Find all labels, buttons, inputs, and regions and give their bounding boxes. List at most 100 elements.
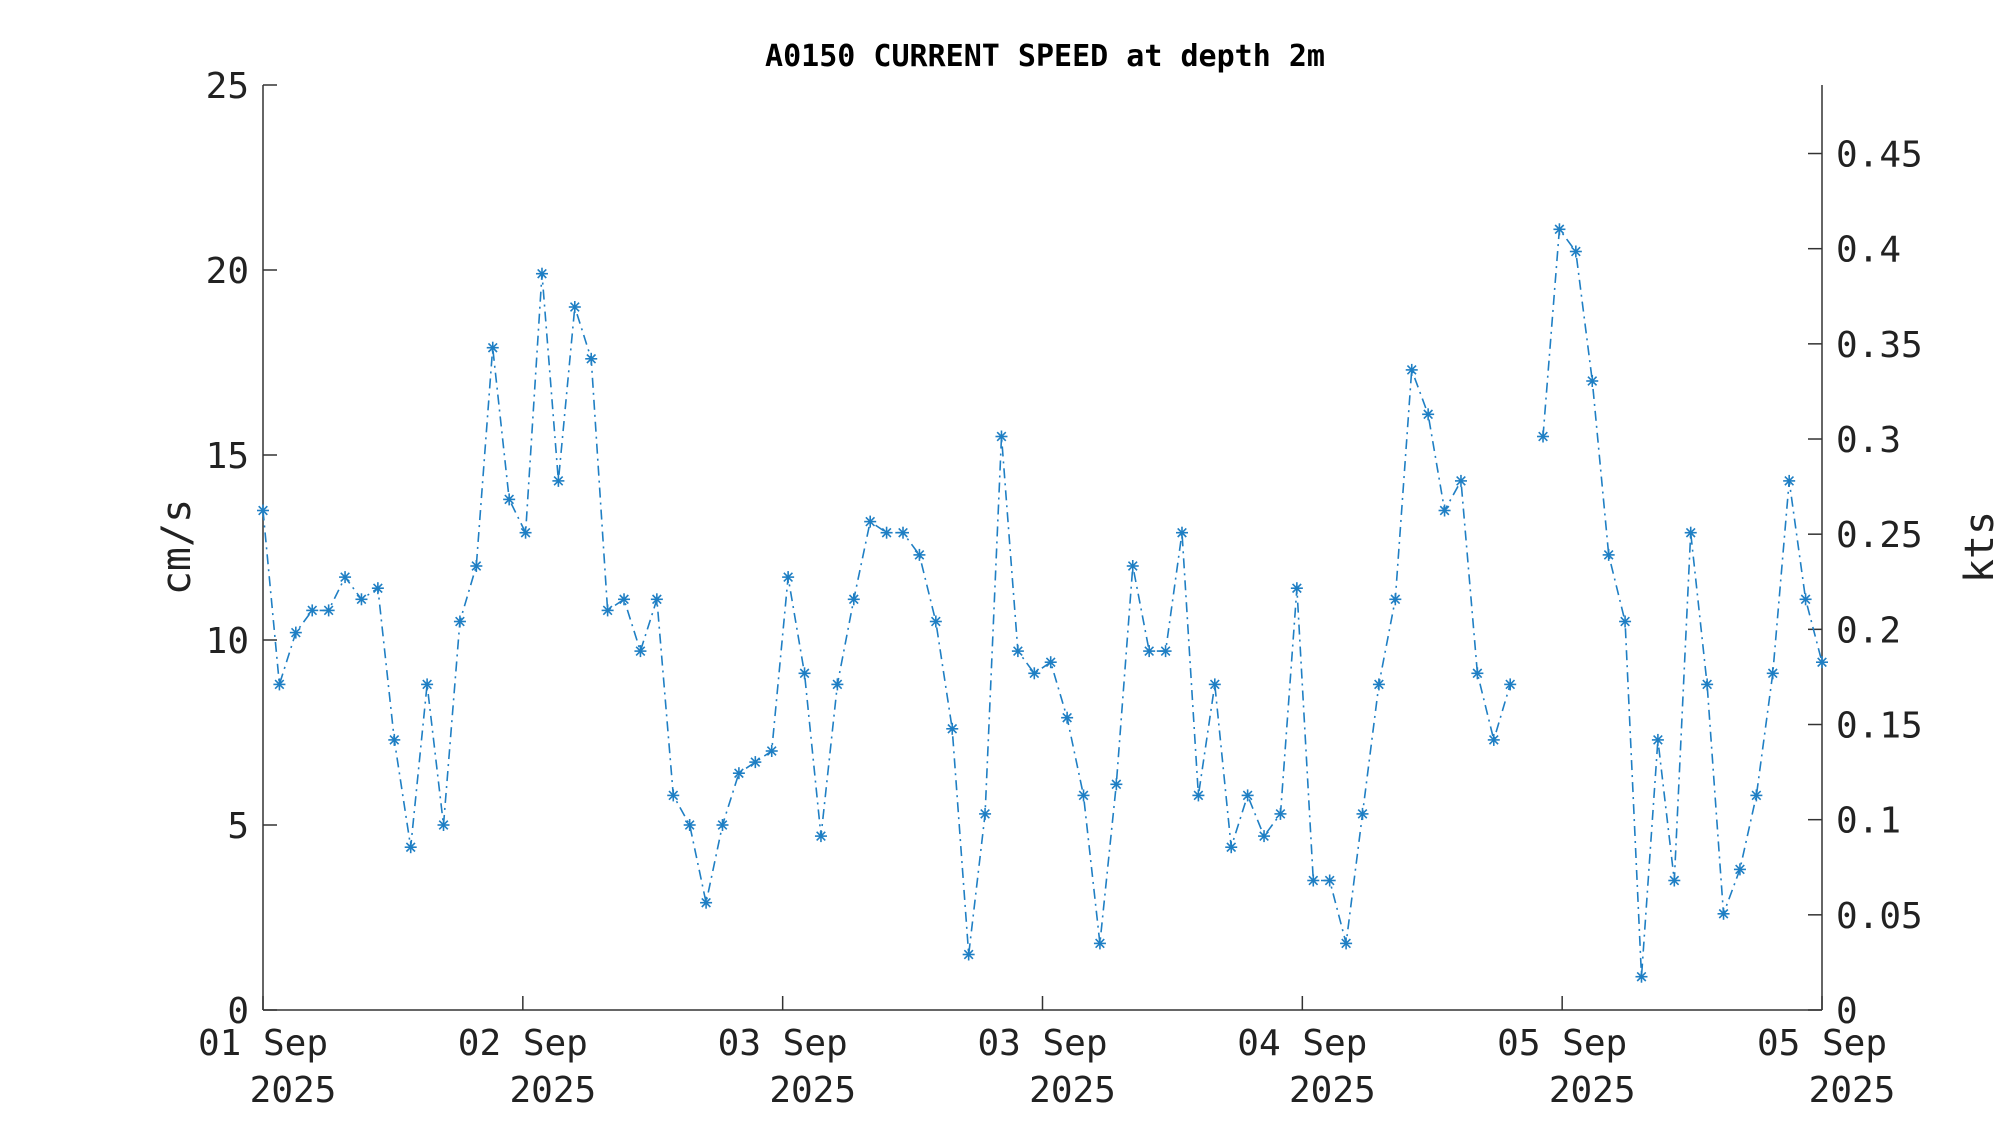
data-point: [1619, 615, 1632, 628]
x-tick-year: 2025: [1549, 1070, 1636, 1111]
y-tick-label: 10: [206, 621, 249, 662]
data-point: [683, 819, 696, 831]
y2-tick-label: 0.35: [1836, 325, 1923, 366]
data-point: [1061, 711, 1074, 724]
data-point: [1028, 667, 1041, 680]
y2-tick-label: 0.15: [1836, 706, 1923, 747]
data-point: [1241, 789, 1254, 802]
y2-tick-label: 0.25: [1836, 515, 1923, 556]
data-point: [306, 604, 319, 617]
data-point: [1816, 656, 1828, 669]
data-point: [667, 789, 680, 802]
data-point: [355, 593, 368, 606]
y2-tick-label: 0: [1836, 991, 1858, 1032]
data-point: [1389, 593, 1402, 606]
data-point: [847, 593, 860, 606]
y2-tick-label: 0.05: [1836, 896, 1923, 937]
data-point: [1405, 363, 1418, 376]
data-point: [749, 756, 762, 769]
data-point: [486, 341, 499, 354]
data-point: [814, 830, 827, 843]
data-point: [257, 504, 269, 517]
data-point: [1143, 645, 1156, 658]
data-point: [1454, 474, 1467, 487]
data-point: [880, 526, 893, 539]
data-point: [1487, 733, 1500, 746]
data-point: [1372, 678, 1385, 691]
data-point: [289, 626, 302, 639]
x-tick-year: 2025: [509, 1070, 596, 1111]
data-point: [1340, 937, 1353, 950]
x-tick-day: 02 Sep: [458, 1023, 588, 1064]
data-point: [618, 593, 631, 606]
plot-area: [257, 223, 1828, 983]
y2-tick-label: 0.3: [1836, 420, 1901, 461]
data-point: [519, 526, 532, 539]
data-point: [273, 678, 286, 691]
data-point: [453, 615, 466, 628]
data-point: [716, 819, 729, 831]
data-point: [1701, 678, 1714, 691]
data-point: [1602, 548, 1615, 561]
x-tick-year: 2025: [769, 1070, 856, 1111]
ticks: 051015202500.050.10.150.20.250.30.350.40…: [198, 66, 1923, 1111]
axes: [262, 85, 1823, 1011]
data-point: [1290, 582, 1303, 595]
data-point: [1011, 645, 1024, 658]
data-point: [388, 733, 401, 746]
data-point: [1175, 526, 1188, 539]
y-tick-label: 25: [206, 66, 249, 107]
y2-tick-label: 0.1: [1836, 801, 1901, 842]
data-point: [1651, 733, 1664, 746]
data-point: [864, 515, 877, 528]
y-tick-label: 5: [227, 806, 249, 847]
y2-axis-label: kts: [1957, 511, 2000, 583]
x-tick-day: 05 Sep: [1497, 1023, 1627, 1064]
data-point: [1093, 937, 1106, 950]
data-point: [1422, 408, 1435, 421]
data-point: [1635, 970, 1648, 983]
y-tick-label: 0: [227, 991, 249, 1032]
data-point: [1159, 645, 1172, 658]
data-point: [929, 615, 942, 628]
data-point: [1783, 474, 1796, 487]
y-axis-label: cm/s: [154, 499, 200, 595]
data-point: [322, 604, 335, 617]
data-point: [962, 948, 975, 961]
data-point: [437, 819, 450, 831]
data-point: [1799, 593, 1812, 606]
data-point: [1110, 778, 1123, 791]
data-point: [765, 745, 778, 757]
data-point: [1471, 667, 1484, 680]
data-point: [1258, 830, 1271, 843]
data-point: [1537, 430, 1550, 443]
data-point: [421, 678, 434, 691]
data-point: [1733, 863, 1746, 876]
data-point: [552, 474, 565, 487]
data-point: [979, 807, 992, 820]
data-point: [1356, 807, 1369, 820]
data-point: [782, 571, 795, 584]
data-point: [1126, 560, 1139, 572]
data-point: [568, 301, 581, 313]
data-point: [1274, 807, 1287, 820]
data-point: [1684, 526, 1697, 539]
x-tick-day: 03 Sep: [977, 1023, 1107, 1064]
data-point: [1553, 223, 1566, 236]
data-point: [1717, 907, 1730, 920]
data-point: [470, 560, 483, 572]
data-point: [601, 604, 614, 617]
data-point: [1044, 656, 1057, 669]
data-point: [831, 678, 844, 691]
y2-tick-label: 0.2: [1836, 610, 1901, 651]
data-point: [1668, 874, 1681, 887]
data-point: [946, 722, 959, 735]
x-tick-year: 2025: [250, 1070, 337, 1111]
data-point: [732, 767, 745, 780]
data-point: [1766, 667, 1779, 680]
data-point: [995, 430, 1008, 443]
x-tick-year: 2025: [1289, 1070, 1376, 1111]
chart-title: A0150 CURRENT SPEED at depth 2m: [765, 39, 1325, 74]
data-point: [535, 267, 548, 280]
